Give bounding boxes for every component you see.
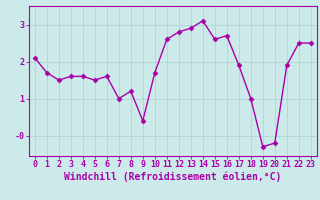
X-axis label: Windchill (Refroidissement éolien,°C): Windchill (Refroidissement éolien,°C) <box>64 172 282 182</box>
